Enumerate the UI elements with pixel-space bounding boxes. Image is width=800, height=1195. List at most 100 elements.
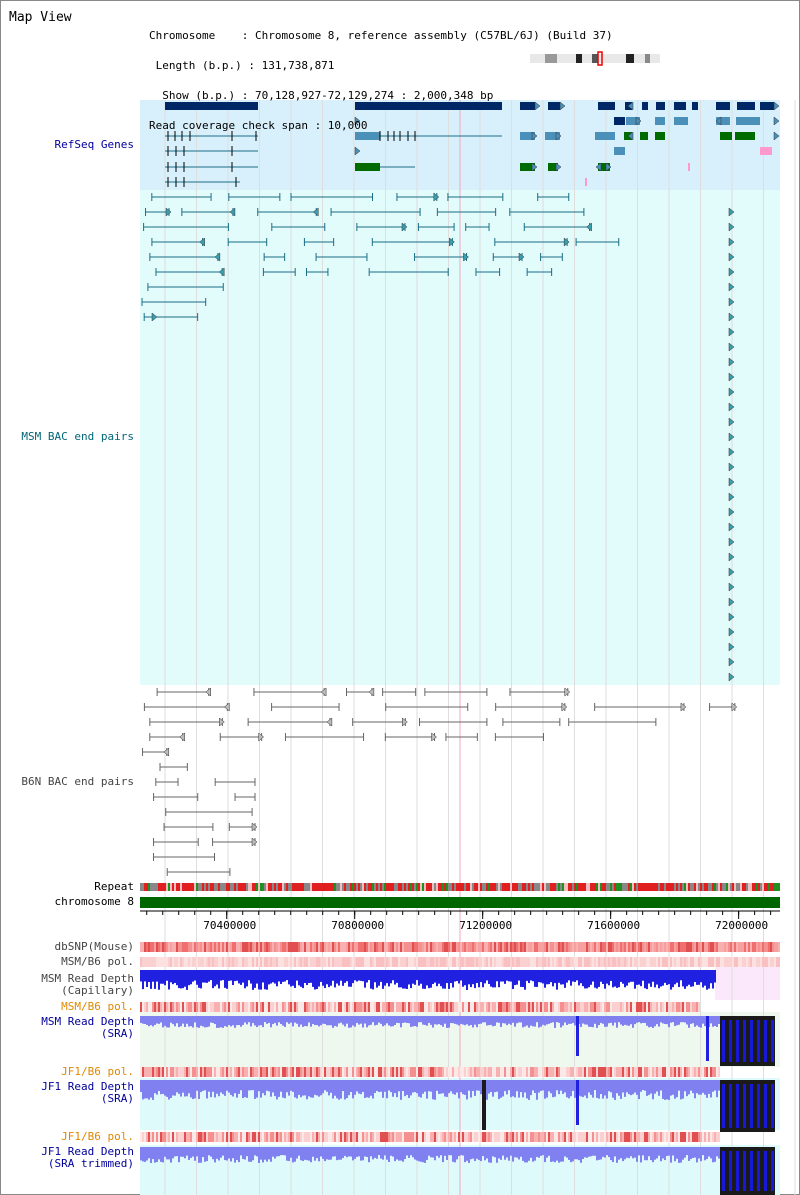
heat-strip-cell xyxy=(494,942,496,952)
heat-strip-cell xyxy=(444,1067,446,1077)
track-label-chromosome[interactable]: chromosome 8 xyxy=(54,895,134,908)
heat-strip-cell xyxy=(194,957,196,967)
depth-bar xyxy=(566,1147,568,1158)
depth-bar xyxy=(228,1147,230,1159)
heat-strip-cell xyxy=(650,957,652,967)
track-label-msm-depth-capillary[interactable]: MSM Read Depth (Capillary) xyxy=(41,972,134,997)
depth-bar xyxy=(316,1147,318,1159)
track-label-jf1-depth-sra[interactable]: JF1 Read Depth (SRA) xyxy=(41,1080,134,1105)
heat-strip-cell xyxy=(568,1002,570,1012)
depth-bar xyxy=(322,970,324,986)
heat-strip-cell xyxy=(398,1132,400,1142)
depth-bar xyxy=(474,1016,476,1025)
heat-strip-cell xyxy=(574,942,576,952)
heat-strip-cell xyxy=(544,1067,546,1077)
heat-strip-cell xyxy=(270,1002,272,1012)
heat-strip-cell xyxy=(408,1132,410,1142)
depth-bar xyxy=(480,970,482,983)
heat-strip-cell xyxy=(438,1002,440,1012)
heat-strip-cell xyxy=(728,957,730,967)
heat-strip-cell xyxy=(616,957,618,967)
track-label-b6n-bac[interactable]: B6N BAC end pairs xyxy=(21,775,134,788)
heat-strip-cell xyxy=(270,1132,272,1142)
heat-strip-cell xyxy=(266,1132,268,1142)
depth-bar xyxy=(530,1147,532,1158)
heat-strip-cell xyxy=(452,1132,454,1142)
depth-bar xyxy=(620,1080,622,1099)
repeat-block xyxy=(348,883,350,891)
depth-bar xyxy=(714,1147,716,1162)
depth-bar xyxy=(466,970,468,990)
track-label-refseq[interactable]: RefSeq Genes xyxy=(54,138,134,151)
heat-strip-cell xyxy=(270,957,272,967)
depth-bar xyxy=(286,970,288,981)
heat-strip-cell xyxy=(280,1132,282,1142)
heat-strip-cell xyxy=(244,942,246,952)
heat-strip-cell xyxy=(160,957,162,967)
depth-bar xyxy=(476,1016,478,1028)
repeat-block xyxy=(752,883,754,891)
depth-bar xyxy=(514,970,516,986)
track-label-msm-pol-1[interactable]: MSM/B6 pol. xyxy=(61,955,134,968)
feature-arrow xyxy=(586,222,592,232)
track-label-msm-bac[interactable]: MSM BAC end pairs xyxy=(21,430,134,443)
depth-bar xyxy=(428,970,430,989)
track-label-dbsnp[interactable]: dbSNP(Mouse) xyxy=(54,940,134,953)
track-label-msm-pol-2[interactable]: MSM/B6 pol. xyxy=(61,1000,134,1013)
track-label-repeat[interactable]: Repeat xyxy=(94,880,134,893)
heat-strip-cell xyxy=(360,942,362,952)
depth-bar xyxy=(658,1016,660,1027)
depth-bar xyxy=(338,1016,340,1024)
depth-bar xyxy=(348,1080,350,1096)
feature-arrow xyxy=(773,131,780,141)
track-label-jf1-pol-1[interactable]: JF1/B6 pol. xyxy=(61,1065,134,1078)
depth-bar xyxy=(642,970,644,981)
header-line-show: Show (b.p.) : 70,128,927-72,129,274 : 2,… xyxy=(149,89,494,102)
depth-bar xyxy=(326,1080,328,1092)
heat-strip-cell xyxy=(332,942,334,952)
feature-arrow xyxy=(258,732,265,742)
heat-strip-cell xyxy=(192,957,194,967)
heat-strip-cell xyxy=(264,1002,266,1012)
heat-strip-cell xyxy=(416,942,418,952)
heat-strip-cell xyxy=(384,1067,386,1077)
feature-arrow xyxy=(728,597,735,607)
heat-strip-cell xyxy=(166,1132,168,1142)
heat-strip-cell xyxy=(258,1132,260,1142)
depth-bar xyxy=(188,1080,190,1094)
depth-bar xyxy=(472,1080,474,1091)
heat-strip-cell xyxy=(474,1002,476,1012)
depth-bar xyxy=(326,970,328,985)
heat-strip-cell xyxy=(166,957,168,967)
track-label-msm-depth-sra[interactable]: MSM Read Depth (SRA) xyxy=(41,1015,134,1040)
depth-bar xyxy=(686,1016,688,1025)
heat-strip-cell xyxy=(594,1002,596,1012)
track-label-jf1-pol-2[interactable]: JF1/B6 pol. xyxy=(61,1130,134,1143)
depth-bar xyxy=(598,1080,600,1099)
heat-strip-cell xyxy=(360,957,362,967)
heat-strip-cell xyxy=(160,1132,162,1142)
depth-bar xyxy=(666,1147,668,1156)
track-label-jf1-depth-trimmed[interactable]: JF1 Read Depth (SRA trimmed) xyxy=(41,1145,134,1170)
depth-bar xyxy=(390,970,392,984)
repeat-block xyxy=(652,883,654,891)
repeat-block xyxy=(584,883,586,891)
heat-strip-cell xyxy=(524,1002,526,1012)
heat-strip-cell xyxy=(312,1132,314,1142)
depth-bar xyxy=(358,1080,360,1094)
heat-strip-cell xyxy=(210,957,212,967)
depth-bar xyxy=(412,970,414,984)
heat-strip-cell xyxy=(348,942,350,952)
heat-strip-cell xyxy=(166,1067,168,1077)
depth-bar xyxy=(372,1080,374,1099)
depth-bar xyxy=(308,1080,310,1097)
repeat-block xyxy=(572,883,574,891)
repeat-block xyxy=(234,883,236,891)
depth-bar xyxy=(420,1147,422,1162)
heat-strip-cell xyxy=(754,942,756,952)
heat-strip-cell xyxy=(408,957,410,967)
heat-strip-cell xyxy=(708,1132,710,1142)
heat-strip-cell xyxy=(222,1132,224,1142)
heat-strip-cell xyxy=(278,957,280,967)
heat-strip-cell xyxy=(624,1132,626,1142)
